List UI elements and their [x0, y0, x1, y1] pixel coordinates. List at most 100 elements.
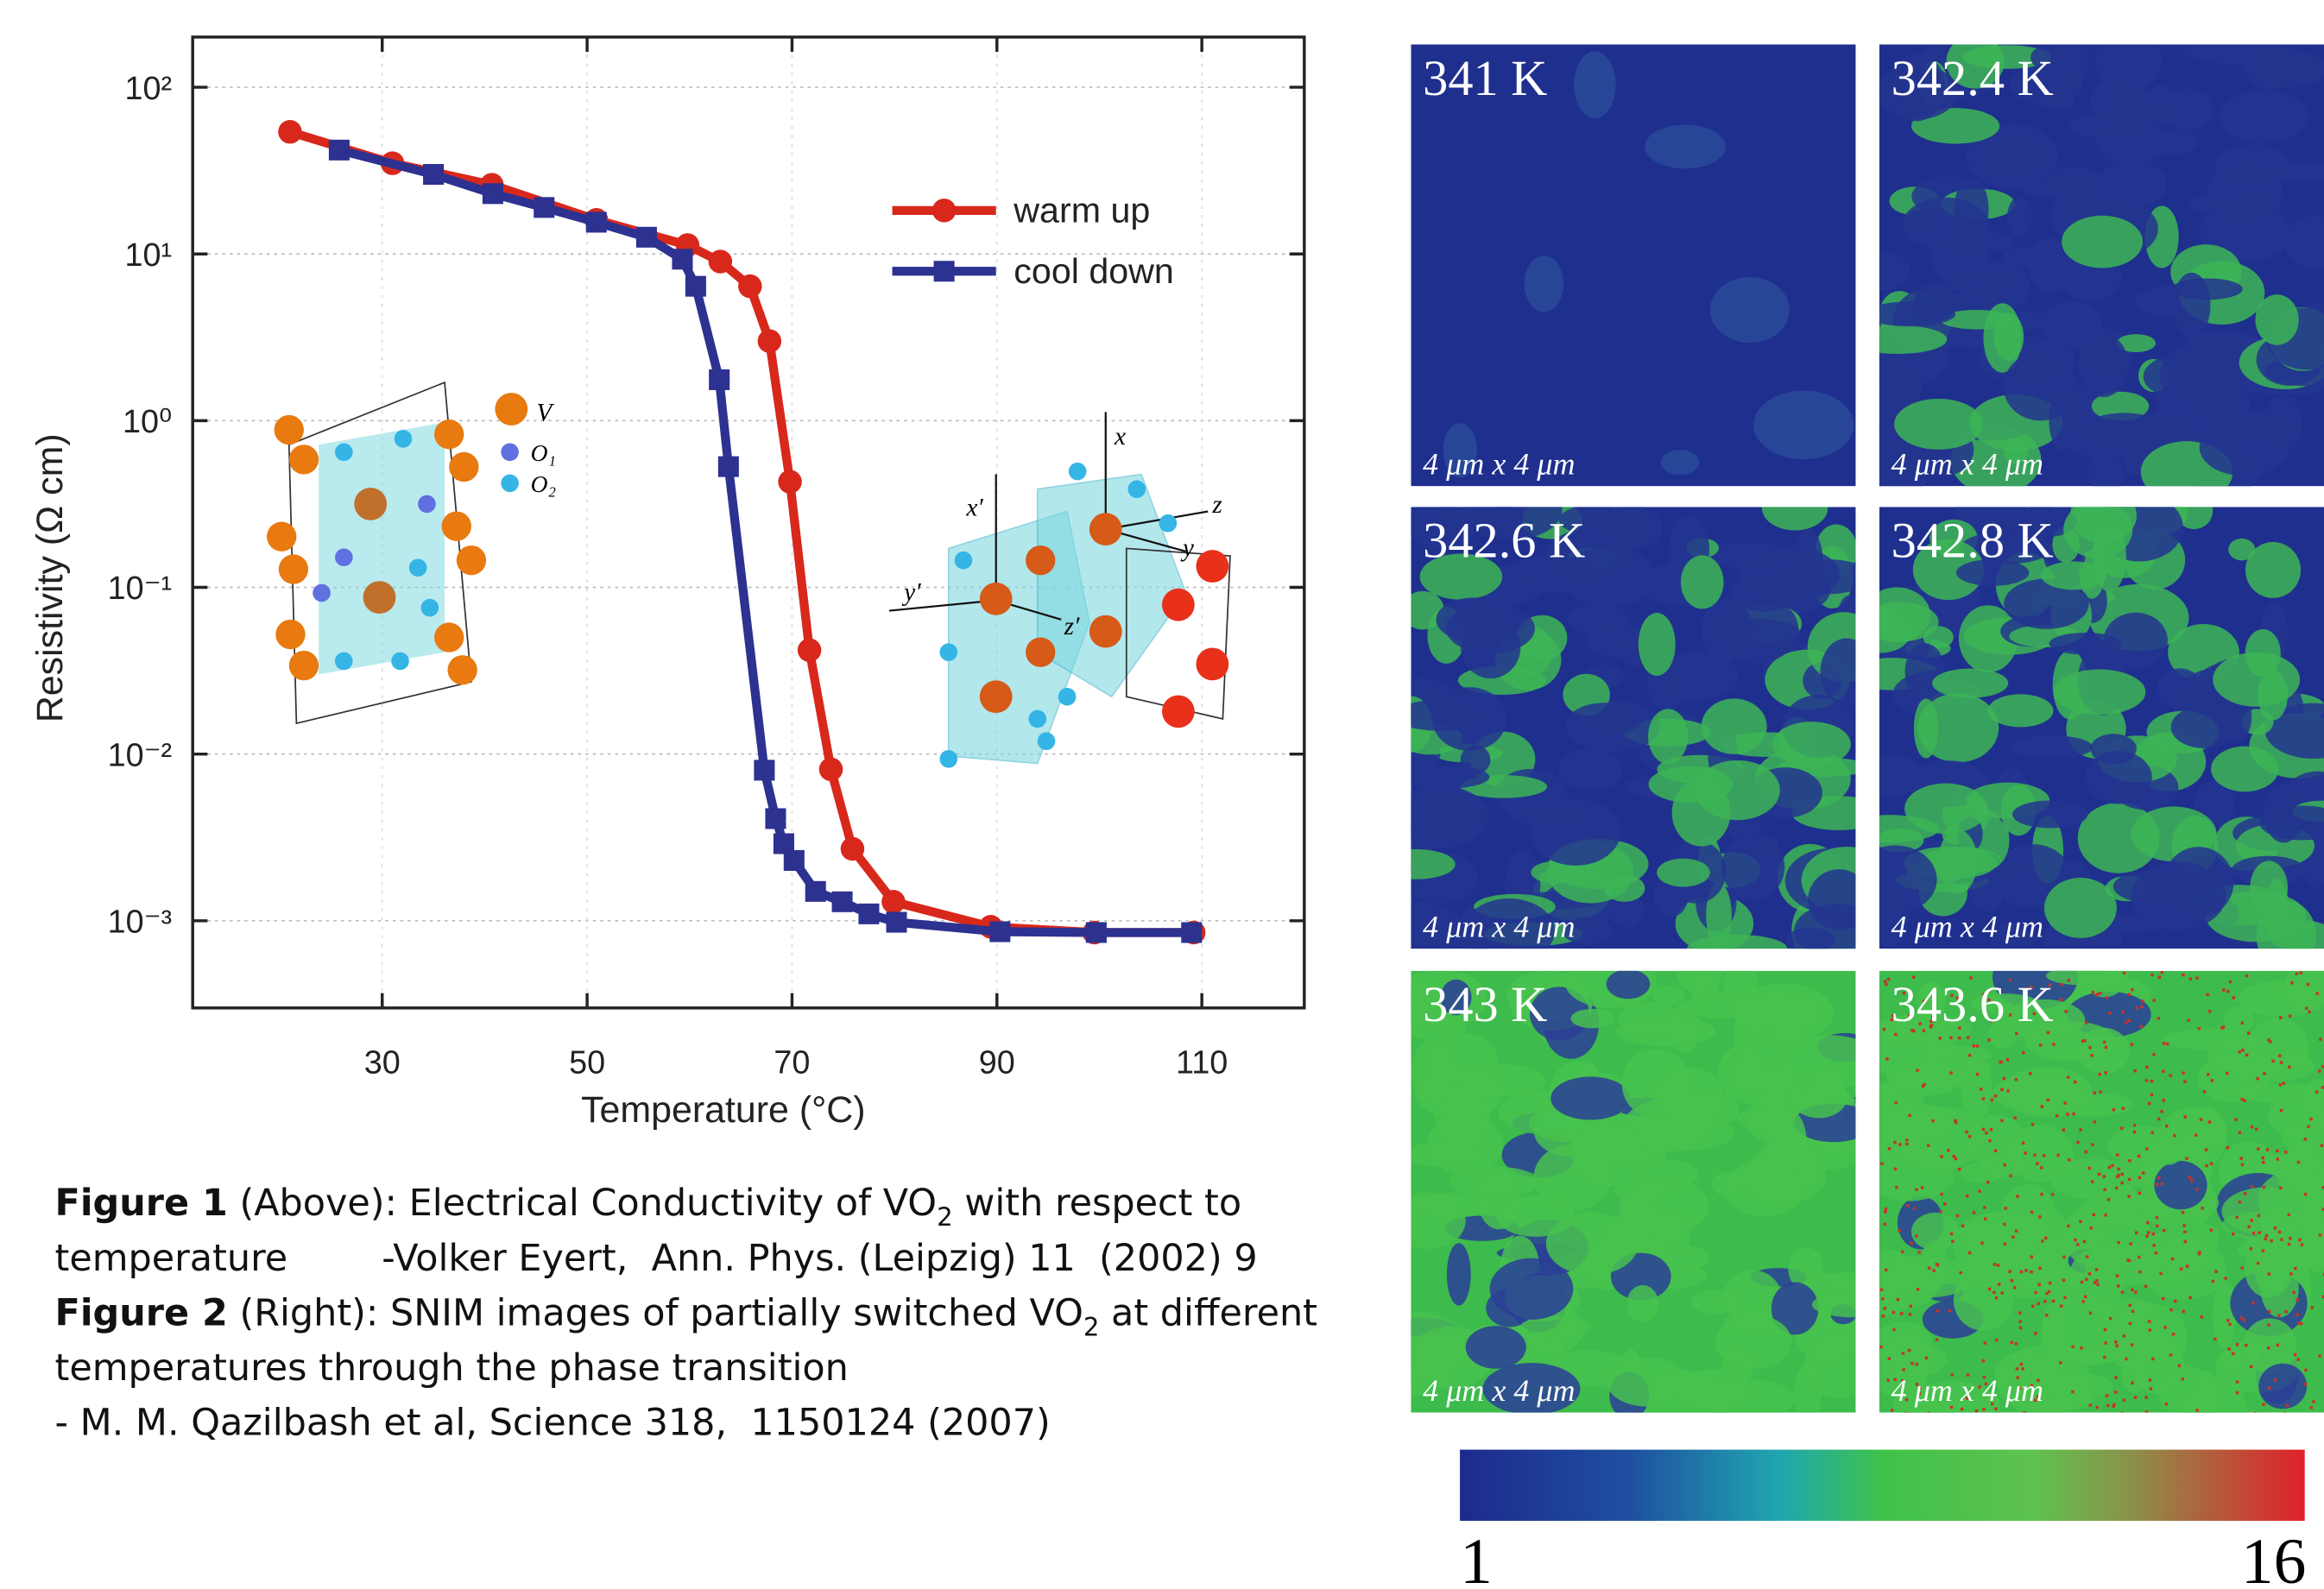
- texture: [1519, 1315, 1592, 1338]
- texture: [2081, 1039, 2085, 1043]
- texture: [1887, 1357, 1891, 1360]
- texture: [2093, 1281, 2097, 1284]
- texture: [2081, 970, 2129, 998]
- texture: [2112, 1403, 2116, 1406]
- texture: [1974, 1409, 1979, 1413]
- texture: [1896, 1297, 1900, 1302]
- texture: [1894, 1032, 1898, 1037]
- texture: [2040, 301, 2103, 349]
- texture: [1909, 1304, 1913, 1308]
- texture: [1620, 1177, 1709, 1235]
- texture: [2024, 1269, 2028, 1272]
- texture: [2130, 1043, 2134, 1046]
- panel-scale: 4 μm x 4 μm: [1891, 1373, 2043, 1408]
- texture: [1904, 1397, 1909, 1402]
- texture: [2175, 507, 2213, 530]
- texture: [1912, 539, 1984, 601]
- texture: [1820, 638, 1856, 706]
- marker: [1181, 922, 1203, 943]
- texture: [2261, 1249, 2265, 1252]
- texture: [2090, 1180, 2094, 1183]
- texture: [2000, 1183, 2056, 1244]
- texture: [2226, 1071, 2229, 1075]
- texture: [2106, 1198, 2111, 1201]
- texture: [2157, 1117, 2161, 1121]
- texture: [2018, 1320, 2022, 1323]
- texture: [1983, 1206, 1986, 1209]
- texture: [2038, 1215, 2042, 1219]
- texture: [2283, 1411, 2287, 1413]
- texture: [2267, 1323, 2270, 1327]
- caption-text: (Above): Electrical Conductivity of VO: [228, 1182, 937, 1225]
- texture: [2232, 996, 2236, 999]
- texture: [2157, 668, 2203, 709]
- texture: [2104, 1071, 2107, 1075]
- y-tick-label: 10⁻¹: [108, 571, 173, 607]
- texture: [2152, 1139, 2183, 1165]
- texture: [2155, 1216, 2159, 1220]
- texture: [2122, 1398, 2126, 1402]
- texture: [2264, 879, 2289, 946]
- texture: [2107, 1165, 2112, 1170]
- texture: [1465, 1326, 1526, 1369]
- texture: [2046, 1031, 2050, 1035]
- texture: [2255, 1127, 2258, 1131]
- texture: [2146, 1220, 2150, 1225]
- texture: [2040, 1166, 2043, 1170]
- texture: [2200, 202, 2291, 262]
- texture: [2294, 1267, 2297, 1271]
- texture: [1907, 1348, 1911, 1353]
- texture: [2183, 1230, 2187, 1234]
- texture: [2120, 1126, 2124, 1130]
- texture: [1905, 1138, 1909, 1142]
- texture: [2154, 1161, 2207, 1210]
- texture: [2170, 705, 2239, 748]
- texture: [1680, 555, 1724, 609]
- texture: [2040, 1105, 2043, 1108]
- texture: [2261, 1156, 2264, 1160]
- texture: [1735, 991, 1824, 1032]
- texture: [2051, 1299, 2056, 1303]
- texture: [1932, 1269, 1936, 1272]
- texture: [2251, 1232, 2256, 1235]
- texture: [1980, 1241, 1984, 1245]
- inset-legend: O₂: [531, 471, 556, 497]
- texture: [2108, 1012, 2112, 1015]
- texture: [2267, 1038, 2270, 1042]
- texture: [2067, 979, 2071, 982]
- texture: [1879, 1345, 1883, 1349]
- texture: [1908, 1313, 1912, 1316]
- texture: [2071, 1390, 2075, 1394]
- texture: [1881, 1315, 1885, 1318]
- texture: [1913, 698, 1939, 759]
- texture: [2094, 1268, 2099, 1271]
- texture: [2111, 1163, 2114, 1168]
- texture: [2043, 1154, 2046, 1157]
- texture: [1895, 1185, 1898, 1189]
- texture: [2089, 1226, 2093, 1230]
- texture: [1969, 976, 1973, 980]
- texture: [1955, 996, 1960, 1000]
- texture: [2063, 1101, 2067, 1105]
- texture: [1657, 858, 1710, 887]
- texture: [1938, 829, 1978, 894]
- texture: [1879, 325, 1948, 354]
- texture: [2005, 507, 2077, 538]
- texture: [2038, 1266, 2042, 1271]
- texture: [2163, 847, 2234, 918]
- texture: [1910, 1213, 1960, 1251]
- texture: [2085, 1277, 2088, 1282]
- texture: [2006, 1396, 2011, 1400]
- caption-line: Figure 2 (Right): SNIM images of partial…: [55, 1291, 1317, 1341]
- texture: [1890, 1328, 1929, 1397]
- texture: [1886, 1069, 1981, 1088]
- texture: [2120, 1290, 2125, 1294]
- marker: [585, 211, 607, 233]
- snim-panel: 343 K 4 μm x 4 μm: [1411, 970, 1856, 1413]
- texture: [2128, 1303, 2131, 1308]
- texture: [2279, 1016, 2283, 1019]
- texture: [1411, 507, 1465, 550]
- texture: [1907, 1013, 1911, 1018]
- texture: [2276, 1149, 2279, 1153]
- texture: [1891, 1310, 1896, 1315]
